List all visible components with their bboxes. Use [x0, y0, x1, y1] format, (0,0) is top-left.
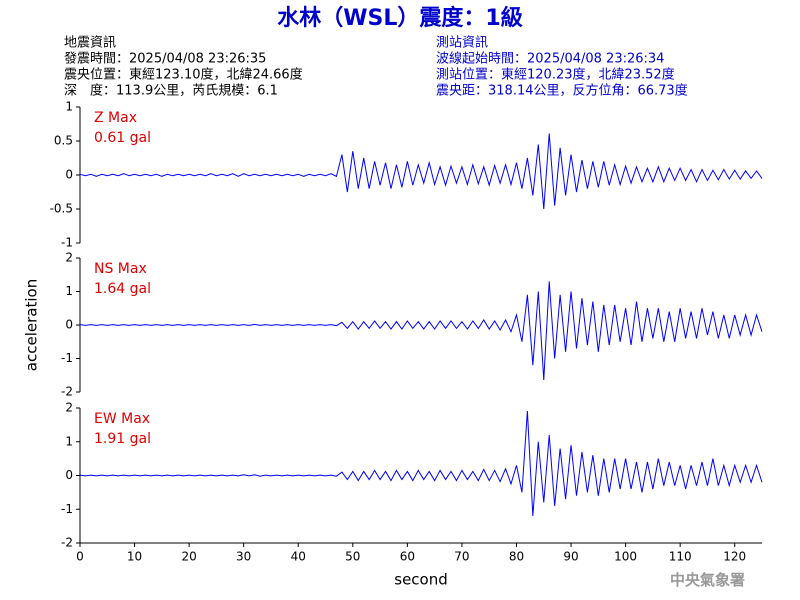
- x-tick-label: 60: [400, 550, 415, 564]
- info-left: 地震資訊: [64, 36, 116, 51]
- annotation: 0.61 gal: [94, 130, 151, 146]
- annotation: 1.91 gal: [94, 431, 151, 447]
- x-tick-label: 10: [127, 550, 142, 564]
- x-tick-label: 20: [181, 550, 196, 564]
- y-tick-label: -1: [61, 502, 73, 516]
- annotation: EW Max: [94, 411, 150, 427]
- y-tick-label: 0.5: [54, 134, 73, 148]
- footer: 中央氣象署: [670, 571, 745, 589]
- info-right: 波線起始時間：2025/04/08 23:26:34: [436, 51, 664, 67]
- x-tick-label: 70: [454, 550, 469, 564]
- title: 水林（WSL）震度：1級: [277, 5, 522, 31]
- y-tick-label: -1: [61, 236, 73, 250]
- x-tick-label: 100: [614, 550, 637, 564]
- y-tick-label: -0.5: [50, 202, 73, 216]
- annotation: NS Max: [94, 261, 147, 277]
- y-tick-label: 0: [65, 318, 73, 332]
- y-tick-label: 1: [65, 434, 73, 448]
- annotation: 1.64 gal: [94, 281, 151, 297]
- y-tick-label: 0: [65, 168, 73, 182]
- y-tick-label: 2: [65, 401, 73, 415]
- x-axis-label: second: [394, 571, 448, 589]
- x-tick-label: 50: [345, 550, 360, 564]
- y-tick-label: -2: [61, 385, 73, 399]
- info-left: 發震時間：2025/04/08 23:26:35: [64, 52, 266, 67]
- info-right: 測站位置：東經120.23度，北緯23.52度: [436, 67, 675, 83]
- waveform: [79, 133, 763, 210]
- y-tick-label: -2: [61, 536, 73, 550]
- y-tick-label: 2: [65, 251, 73, 265]
- y-tick-label: 1: [65, 284, 73, 298]
- x-tick-label: 90: [563, 550, 578, 564]
- x-tick-label: 80: [509, 550, 524, 564]
- y-tick-label: -1: [61, 351, 73, 365]
- annotation: Z Max: [94, 110, 137, 126]
- x-tick-label: 120: [723, 550, 746, 564]
- info-left: 震央位置：東經123.10度，北緯24.66度: [64, 67, 303, 83]
- x-tick-label: 110: [669, 550, 692, 564]
- y-tick-label: 0: [65, 468, 73, 482]
- y-tick-label: 1: [65, 100, 73, 114]
- y-axis-label: acceleration: [23, 279, 41, 371]
- x-tick-label: 30: [236, 550, 251, 564]
- waveform: [79, 411, 763, 517]
- info-right: 測站資訊: [436, 36, 488, 51]
- waveform: [79, 281, 763, 380]
- info-right: 震央距：318.14公里，反方位角：66.73度: [436, 83, 688, 99]
- info-left: 深 度：113.9公里，芮氏規模：6.1: [64, 83, 278, 99]
- x-tick-label: 0: [76, 550, 84, 564]
- x-tick-label: 40: [291, 550, 306, 564]
